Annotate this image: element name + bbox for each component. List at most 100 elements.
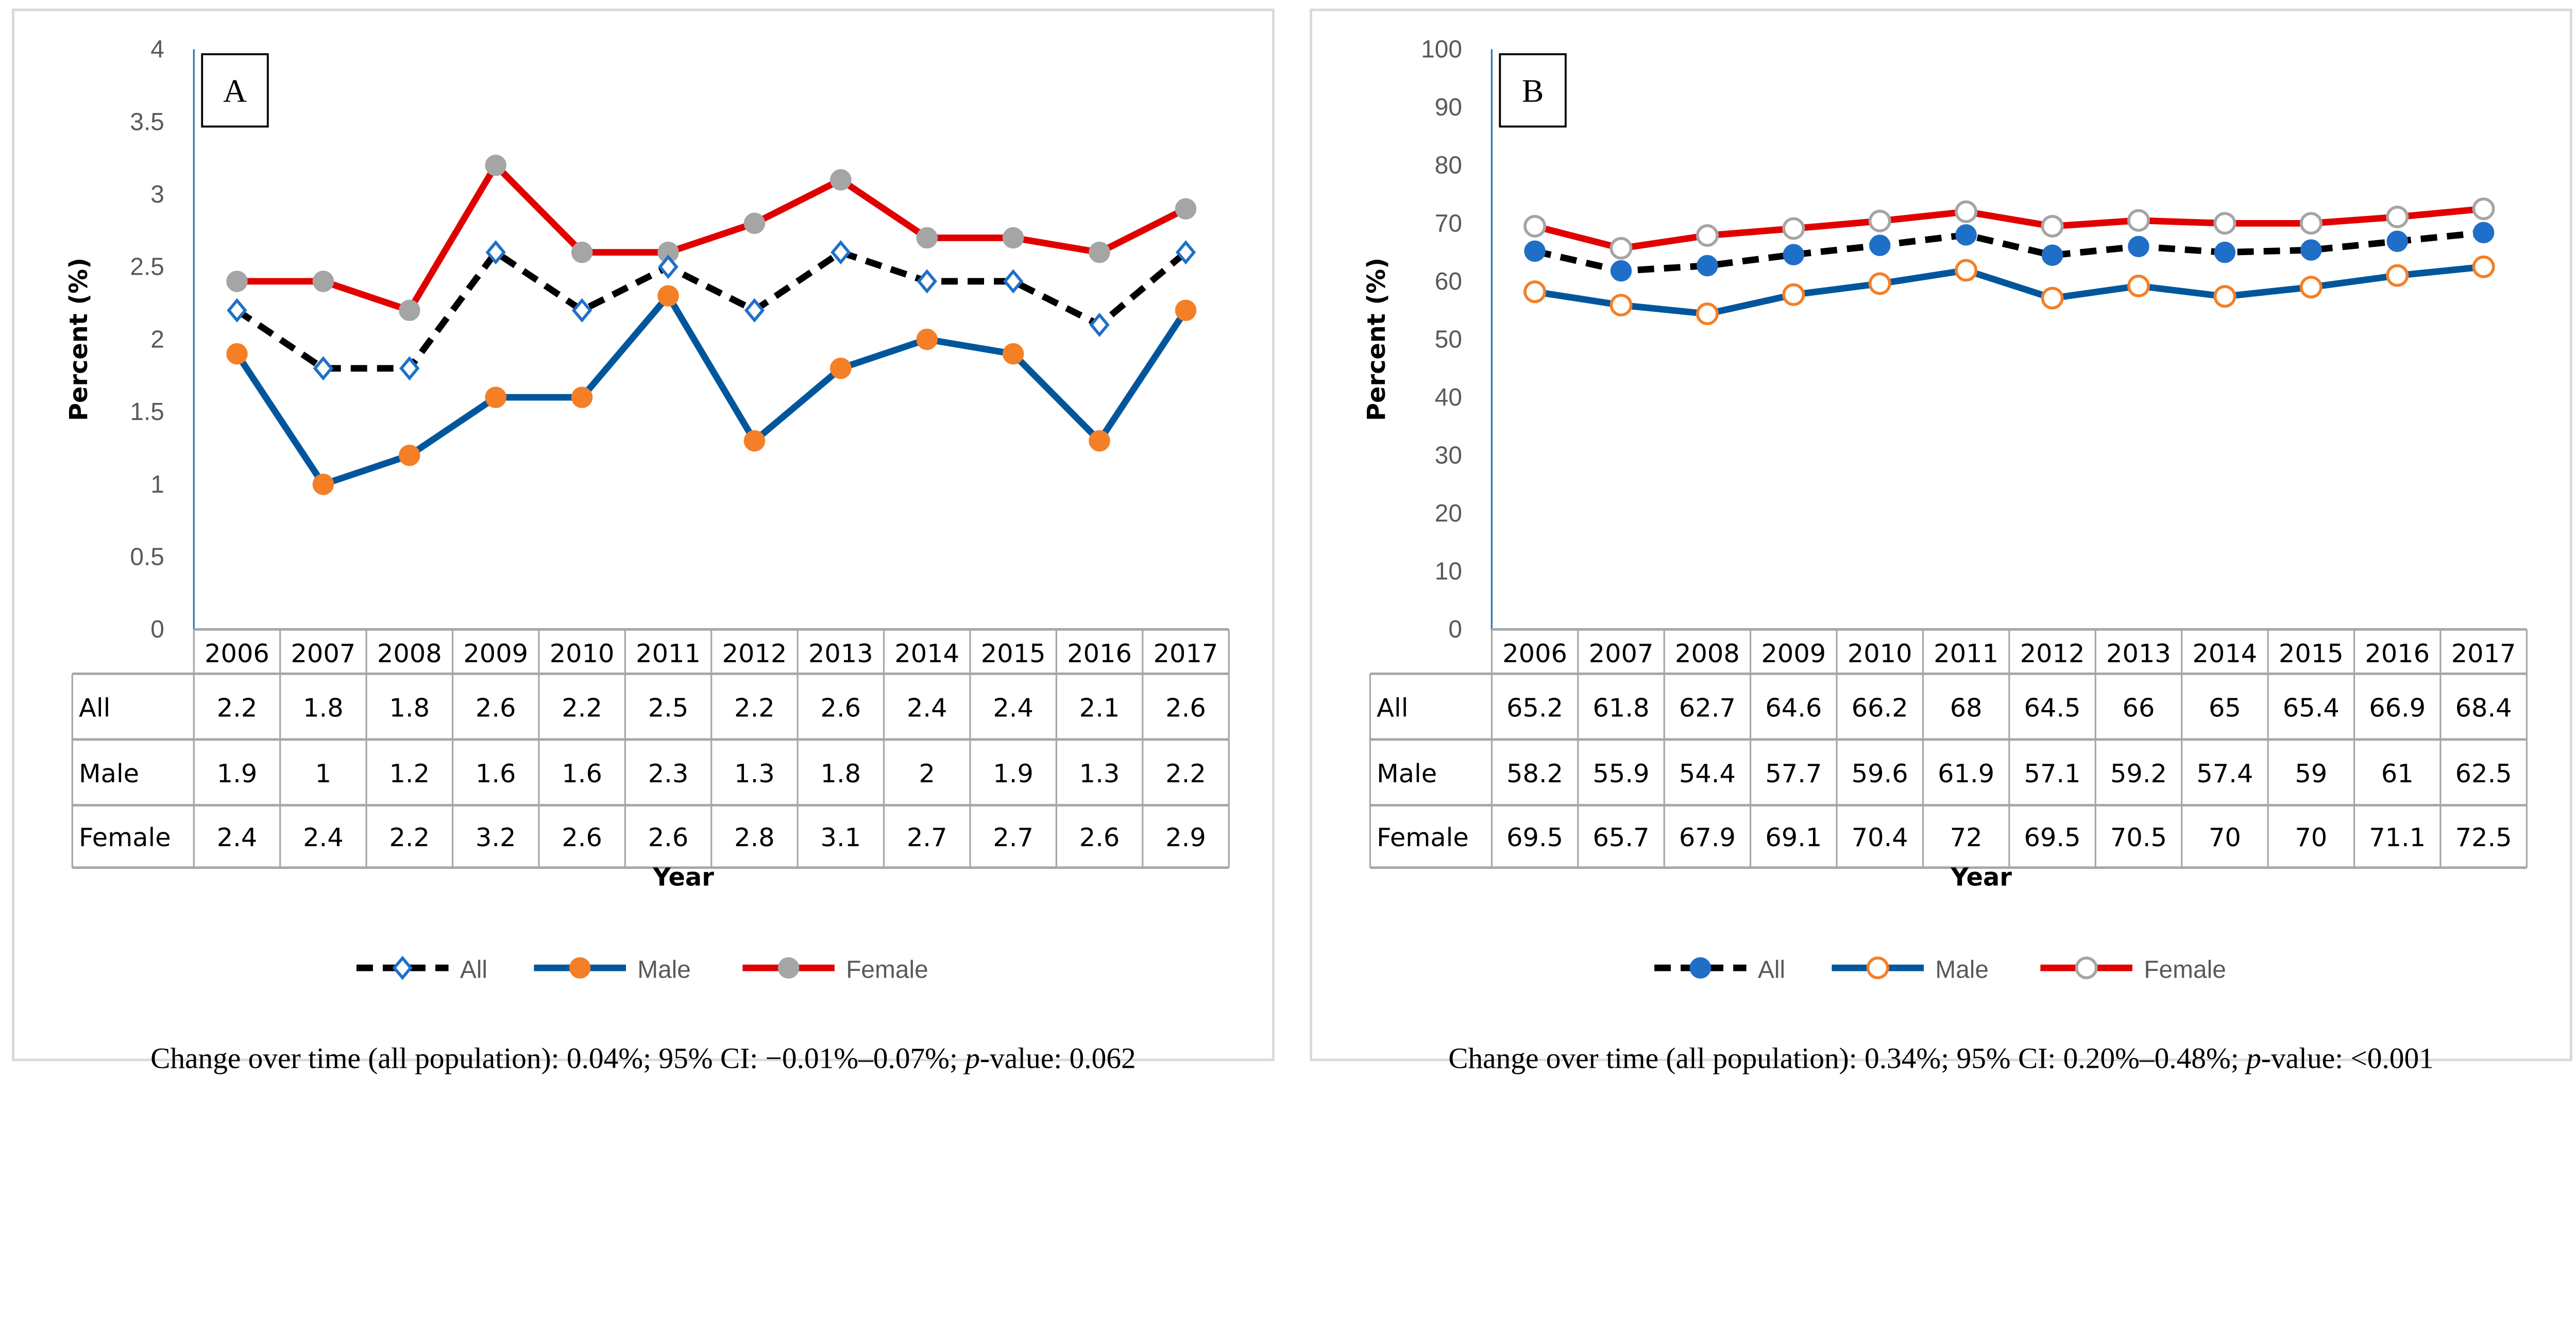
- table-cell: 58.2: [1506, 759, 1563, 788]
- table-cell: 1.6: [476, 759, 516, 788]
- legend-item-male: Male: [534, 956, 691, 983]
- x-tick-label: 2013: [808, 639, 873, 668]
- data-point-male: [571, 387, 593, 408]
- y-tick-label: 20: [1435, 500, 1462, 527]
- data-point-all: [399, 356, 420, 381]
- data-point-male: [1955, 259, 1978, 282]
- table-cell: 2.5: [648, 693, 689, 723]
- data-point-all: [1955, 224, 1977, 246]
- x-tick-label: 2017: [2451, 639, 2516, 668]
- y-axis-title: Percent (%): [1363, 258, 1391, 421]
- table-row-label: Male: [79, 759, 139, 788]
- table-cell: 66.9: [2369, 693, 2426, 723]
- data-point-male: [1696, 302, 1719, 325]
- series-line-male: [1534, 263, 2484, 317]
- data-point-all: [2214, 241, 2236, 263]
- table-cell: 1.8: [821, 759, 861, 788]
- table-cell: 59.6: [1852, 759, 1908, 788]
- data-point-female: [571, 241, 593, 263]
- data-point-male: [916, 328, 938, 350]
- table-cell: 69.5: [2024, 822, 2081, 852]
- legend-marker: [777, 957, 800, 979]
- data-point-female: [2127, 209, 2150, 232]
- data-point-female: [1523, 214, 1547, 238]
- data-point-male: [657, 285, 679, 307]
- legend-item-all: All: [1654, 956, 1785, 983]
- series-male: [226, 285, 1197, 495]
- table-cell: 1.2: [389, 759, 430, 788]
- caption: Change over time (all population): 0.34%…: [1448, 1043, 2434, 1075]
- series-all: [227, 240, 1196, 381]
- table-cell: 2.2: [217, 693, 258, 723]
- table-cell: 64.6: [1765, 693, 1822, 723]
- legend-marker: [1689, 957, 1711, 979]
- table-cell: 72.5: [2455, 822, 2512, 852]
- y-tick-label: 70: [1435, 210, 1462, 237]
- caption-pre: Change over time (all population): 0.04%…: [150, 1043, 965, 1075]
- table-cell: 69.1: [1765, 822, 1822, 852]
- data-point-male: [2127, 274, 2150, 297]
- table-cell: 64.5: [2024, 693, 2081, 723]
- x-tick-label: 2009: [463, 639, 528, 668]
- data-point-female: [1955, 200, 1978, 223]
- y-tick-label: 80: [1435, 152, 1462, 179]
- data-point-female: [830, 169, 852, 191]
- table-cell: 57.7: [1765, 759, 1822, 788]
- table-row-label: Male: [1377, 759, 1437, 788]
- table-cell: 61.9: [1938, 759, 1994, 788]
- y-tick-label: 0: [150, 616, 164, 643]
- table-cell: 70: [2295, 822, 2327, 852]
- x-tick-label: 2011: [636, 639, 701, 668]
- table-cell: 70: [2209, 822, 2241, 852]
- caption-italic: p: [963, 1043, 980, 1075]
- table-cell: 2.6: [648, 822, 689, 852]
- legend-label: All: [460, 956, 487, 983]
- series-line-all: [1534, 229, 2484, 275]
- x-axis-title: Year: [1950, 864, 2012, 892]
- table-row-label: Female: [79, 822, 171, 852]
- table-cell: 2.2: [1165, 759, 1206, 788]
- legend-label: All: [1758, 956, 1785, 983]
- caption-pre: Change over time (all population): 0.34%…: [1448, 1043, 2246, 1075]
- table-cell: 68.4: [2455, 693, 2512, 723]
- table-cell: 55.9: [1593, 759, 1650, 788]
- y-tick-label: 50: [1435, 326, 1462, 353]
- data-point-all: [1697, 255, 1718, 277]
- data-point-all: [744, 298, 765, 323]
- data-point-all: [1524, 240, 1546, 262]
- data-point-all: [831, 240, 851, 265]
- data-point-all: [485, 240, 506, 265]
- caption: Change over time (all population): 0.04%…: [150, 1043, 1136, 1075]
- table-cell: 57.1: [2024, 759, 2081, 788]
- table-cell: 1.3: [734, 759, 775, 788]
- x-tick-label: 2012: [2020, 639, 2085, 668]
- table-cell: 65: [2209, 693, 2241, 723]
- legend-marker: [569, 957, 591, 979]
- data-point-male: [2386, 264, 2409, 287]
- data-point-male: [1523, 280, 1547, 304]
- data-point-male: [1782, 283, 1805, 306]
- table-cell: 66: [2123, 693, 2155, 723]
- legend-label: Female: [2144, 956, 2226, 983]
- data-point-female: [2472, 197, 2495, 221]
- data-point-female: [1089, 241, 1110, 263]
- series-line-female: [236, 162, 1188, 314]
- y-tick-label: 1: [150, 471, 164, 498]
- table-cell: 2.6: [476, 693, 516, 723]
- x-tick-label: 2007: [291, 639, 356, 668]
- table-cell: 70.5: [2110, 822, 2167, 852]
- y-tick-label: 10: [1435, 558, 1462, 585]
- caption-italic: p: [2244, 1043, 2261, 1075]
- y-tick-label: 30: [1435, 442, 1462, 469]
- data-point-all: [2472, 222, 2495, 244]
- x-tick-label: 2008: [377, 639, 442, 668]
- table-cell: 68: [1950, 693, 1982, 723]
- table-cell: 65.4: [2283, 693, 2340, 723]
- data-point-female: [485, 155, 506, 176]
- data-point-female: [1002, 227, 1024, 249]
- panel-label-box: [201, 53, 269, 128]
- table-cell: 65.7: [1593, 822, 1650, 852]
- data-point-female: [1175, 198, 1197, 220]
